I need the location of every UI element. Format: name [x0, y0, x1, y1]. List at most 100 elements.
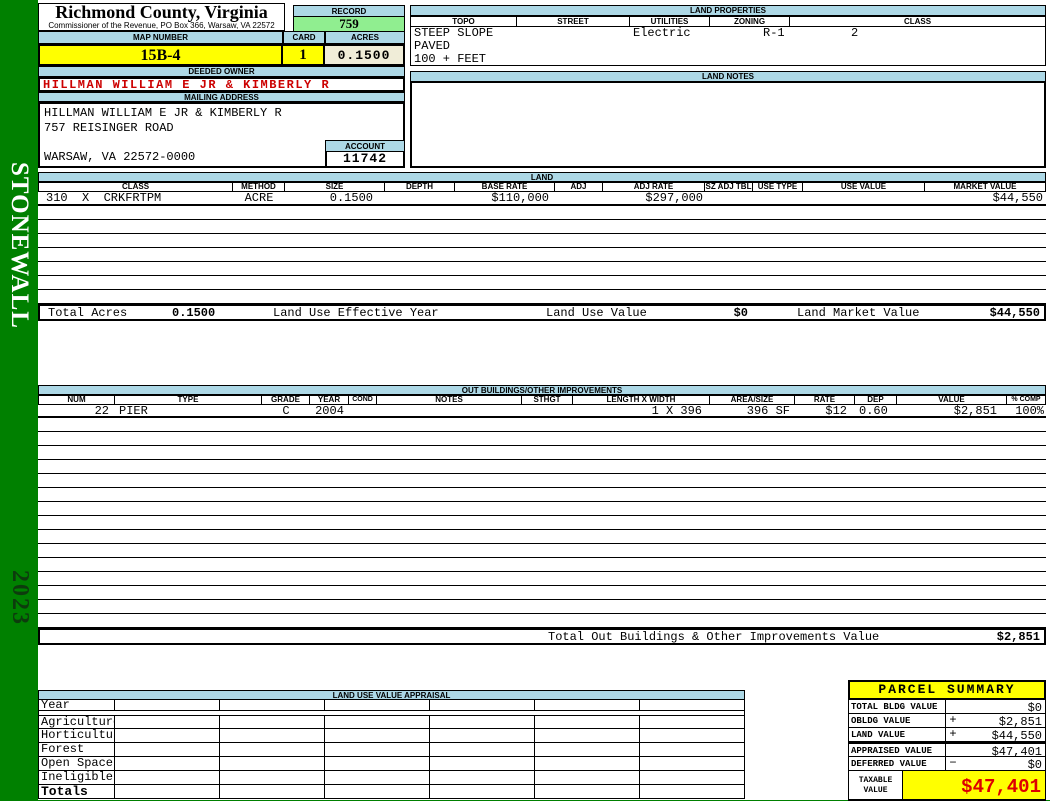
obldg-value: $2,851 — [998, 715, 1042, 729]
land-empty-row — [38, 276, 1046, 290]
card-content: Richmond County, Virginia Commissioner o… — [38, 0, 1050, 801]
ob-col-value: VALUE — [897, 395, 1007, 405]
ob-col-type: TYPE — [115, 395, 262, 405]
address-line-3: WARSAW, VA 22572-0000 — [44, 150, 196, 164]
land-prop-col-zoning: ZONING — [710, 16, 790, 27]
ob-empty-row — [38, 432, 1046, 446]
deferred-value-sign: − — [949, 756, 957, 770]
ob-row-dep: 0.60 — [859, 405, 888, 416]
ob-empty-row — [38, 572, 1046, 586]
ob-row-year: 2004 — [315, 405, 344, 416]
mailing-address-label: MAILING ADDRESS — [38, 92, 405, 102]
land-row-use-type — [753, 192, 803, 204]
ob-col-dep: DEP — [855, 395, 897, 405]
topo-line-2: PAVED — [414, 39, 451, 53]
land-properties-section: LAND PROPERTIES TOPO STREET UTILITIES ZO… — [410, 5, 1046, 66]
ob-row-value: $2,851 — [953, 405, 997, 416]
taxable-value: $47,401 — [903, 771, 1045, 799]
land-value-sign: + — [949, 727, 957, 741]
land-row-adj-rate: $297,000 — [645, 192, 703, 204]
ob-row-length-width: 1 X 396 — [651, 405, 702, 416]
appraisal-table: LAND USE VALUE APPRAISAL Year Agricultur… — [38, 690, 745, 799]
land-col-size: SIZE — [285, 182, 385, 192]
land-empty-row — [38, 262, 1046, 276]
land-row-1: 310 X CRKFRTPM ACRE 0.1500 $110,000 $297… — [38, 192, 1046, 206]
land-col-base-rate: BASE RATE — [455, 182, 555, 192]
ob-row-rate: $12 — [825, 405, 847, 416]
land-market-value-label: Land Market Value — [797, 306, 920, 320]
ob-empty-row — [38, 516, 1046, 530]
ob-empty-row — [38, 460, 1046, 474]
deferred-value-label: DEFERRED VALUE — [849, 757, 946, 770]
deferred-value: $0 — [1027, 758, 1042, 772]
land-totals-row: Total Acres 0.1500 Land Use Effective Ye… — [38, 304, 1046, 321]
topo-line-3: 100 + FEET — [414, 52, 487, 66]
land-prop-col-utilities: UTILITIES — [630, 16, 710, 27]
land-prop-col-street: STREET — [517, 16, 630, 27]
ob-row-grade: C — [282, 405, 290, 416]
account-label: ACCOUNT — [325, 140, 405, 152]
land-value: $44,550 — [991, 729, 1042, 743]
appraised-value-sign — [946, 744, 960, 756]
land-col-market-value: MARKET VALUE — [925, 182, 1046, 192]
ob-col-length-width: LENGTH X WIDTH — [573, 395, 710, 405]
land-notes-section: LAND NOTES — [410, 71, 1046, 168]
outbuildings-row-1: 22 PIER C 2004 1 X 396 396 SF $12 0.60 $… — [38, 405, 1046, 418]
commissioner-line: Commissioner of the Revenue, PO Box 366,… — [48, 21, 275, 30]
outbuildings-table: OUT BUILDINGS/OTHER IMPROVEMENTS NUM TYP… — [38, 385, 1046, 645]
parcel-row-total-bldg: TOTAL BLDG VALUE $0 — [848, 700, 1046, 715]
ob-empty-row — [38, 474, 1046, 488]
land-col-use-type: USE TYPE — [753, 182, 803, 192]
outbuildings-total-value: $2,851 — [996, 630, 1040, 644]
appraisal-row-horticulture: Horticulture — [38, 729, 115, 743]
appraisal-row-agriculture: Agriculture — [38, 715, 115, 729]
land-empty-row — [38, 206, 1046, 220]
ob-empty-row — [38, 530, 1046, 544]
ob-col-grade: GRADE — [262, 395, 310, 405]
mailing-address-box: HILLMAN WILLIAM E JR & KIMBERLY R 757 RE… — [38, 102, 405, 168]
outbuildings-total-label: Total Out Buildings & Other Improvements… — [548, 630, 880, 644]
land-market-value: $44,550 — [989, 306, 1040, 320]
card-label: CARD — [283, 31, 325, 44]
outbuildings-total-row: Total Out Buildings & Other Improvements… — [38, 628, 1046, 645]
land-col-class: CLASS — [38, 182, 233, 192]
appraisal-row-year: Year — [38, 700, 115, 711]
total-bldg-value: $0 — [1027, 701, 1042, 715]
land-empty-row — [38, 290, 1046, 304]
obldg-value-sign: + — [949, 713, 957, 727]
appraisal-row-ineligible: Ineligible — [38, 771, 115, 785]
land-use-effective-year-label: Land Use Effective Year — [273, 306, 439, 320]
class-value: 2 — [851, 26, 859, 40]
record-box: RECORD 759 — [293, 5, 405, 32]
parcel-summary: PARCEL SUMMARY TOTAL BLDG VALUE $0 OBLDG… — [848, 680, 1046, 801]
appraisal-row-totals: Totals — [38, 785, 115, 799]
total-bldg-value-label: TOTAL BLDG VALUE — [849, 700, 946, 713]
outbuildings-title: OUT BUILDINGS/OTHER IMPROVEMENTS — [38, 385, 1046, 395]
ob-empty-row — [38, 446, 1046, 460]
land-row-use-value — [803, 192, 925, 204]
land-empty-row — [38, 248, 1046, 262]
land-col-method: METHOD — [233, 182, 285, 192]
ob-empty-row — [38, 502, 1046, 516]
ob-empty-row — [38, 600, 1046, 614]
ob-row-notes — [377, 405, 522, 416]
ob-row-sthgt — [522, 405, 573, 416]
land-empty-row — [38, 234, 1046, 248]
land-use-value: $0 — [733, 306, 748, 320]
land-table-title: LAND — [38, 172, 1046, 182]
card-value: 1 — [283, 44, 325, 66]
utilities-value: Electric — [633, 26, 691, 40]
land-prop-col-topo: TOPO — [410, 16, 517, 27]
land-col-depth: DEPTH — [385, 182, 455, 192]
address-line-2: 757 REISINGER ROAD — [44, 121, 174, 135]
county-title: Richmond County, Virginia — [55, 2, 268, 22]
parcel-row-appraised: APPRAISED VALUE $47,401 — [848, 742, 1046, 759]
taxable-value-label: TAXABLE VALUE — [849, 771, 903, 799]
zoning-value: R-1 — [763, 26, 785, 40]
land-row-size: 0.1500 — [329, 192, 373, 204]
map-number-label: MAP NUMBER — [38, 31, 283, 44]
ob-col-rate: RATE — [795, 395, 855, 405]
land-notes-title: LAND NOTES — [410, 71, 1046, 82]
land-properties-values: STEEP SLOPE PAVED 100 + FEET Electric R-… — [410, 27, 1046, 66]
